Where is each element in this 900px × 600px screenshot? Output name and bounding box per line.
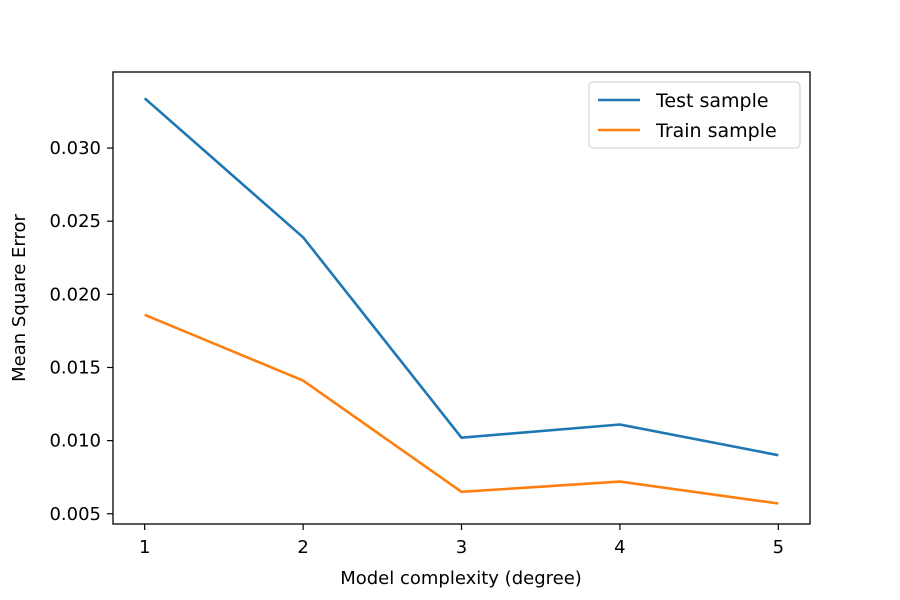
legend-label-test-sample: Test sample [655, 90, 769, 112]
legend-label-train-sample: Train sample [655, 120, 777, 142]
legend-box [588, 81, 801, 149]
y-tick-label: 0.025 [49, 211, 101, 232]
y-axis: 0.005 0.010 0.015 0.020 0.025 0.030 [49, 138, 113, 525]
y-tick-label: 0.005 [49, 504, 101, 525]
x-tick-label: 2 [297, 537, 308, 558]
x-tick-label: 3 [456, 537, 467, 558]
y-tick-label: 0.030 [49, 138, 101, 159]
series-line-train-sample [144, 313, 779, 505]
y-tick-label: 0.015 [49, 357, 101, 378]
y-tick-label: 0.020 [49, 284, 101, 305]
legend: Test sample Train sample [588, 81, 801, 149]
x-axis-label: Model complexity (degree) [340, 568, 582, 589]
y-tick-label: 0.010 [49, 431, 101, 452]
x-tick-label: 5 [773, 537, 784, 558]
x-axis: 1 2 3 4 5 [139, 524, 784, 558]
x-tick-label: 1 [139, 537, 150, 558]
series-layer [143, 97, 779, 505]
y-axis-label: Mean Square Error [9, 214, 30, 382]
series-line-test-sample [143, 97, 779, 457]
x-tick-label: 4 [614, 537, 625, 558]
